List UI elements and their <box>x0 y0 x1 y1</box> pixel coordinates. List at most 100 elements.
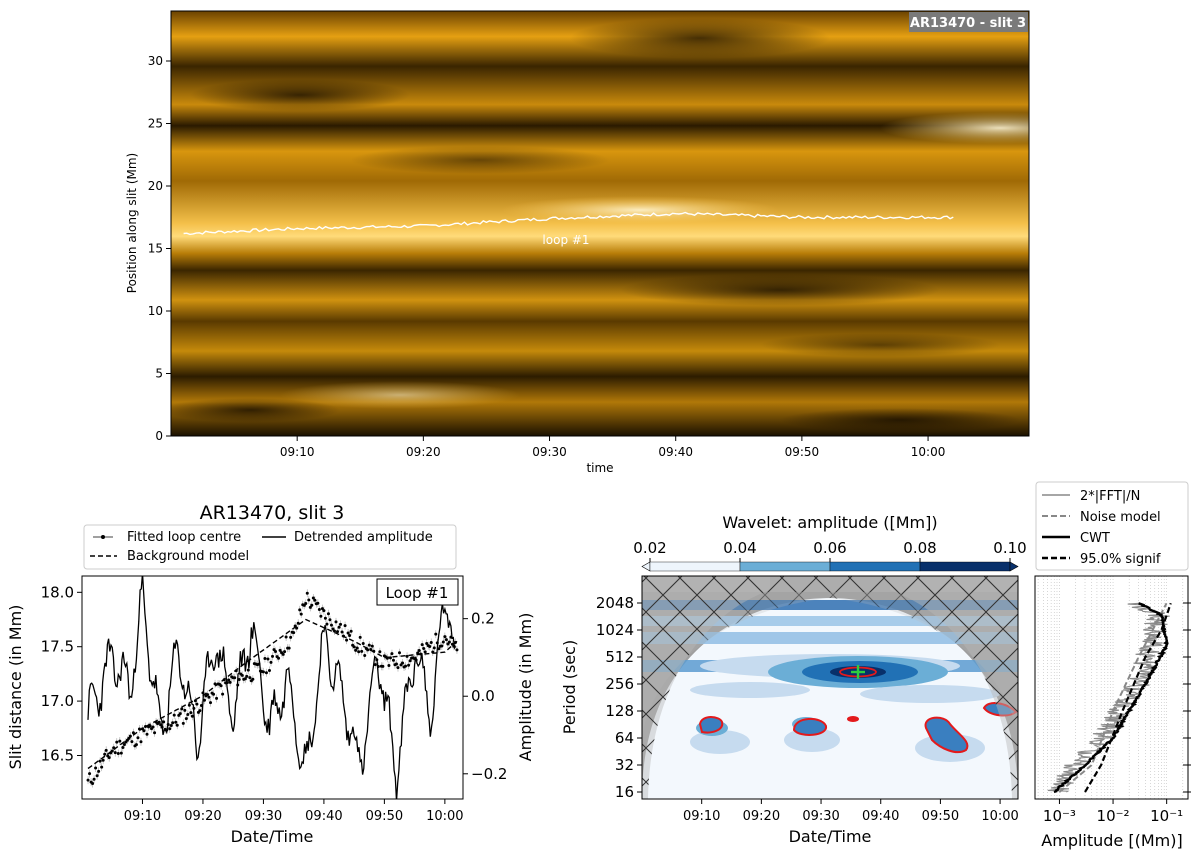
fitted-loop-centre-point <box>88 772 92 776</box>
spectrum-x-tick-label: 10⁻¹ <box>1150 807 1183 825</box>
legend-detrended-amplitude: Detrended amplitude <box>262 530 433 545</box>
global-spectrum-panel: 2*|FFT|/N Noise model CWT 95.0% signif 1… <box>1034 481 1191 850</box>
fitted-loop-centre-point <box>352 645 356 649</box>
fitted-loop-centre-point <box>116 751 120 755</box>
fitted-loop-centre-point <box>131 731 135 735</box>
fitted-loop-centre-point <box>94 766 98 770</box>
wavelet-x-tick-label: 09:10 <box>683 809 720 824</box>
timedistance-y-tick-label: 25 <box>148 117 163 131</box>
spectrum-xlabel: Amplitude [(Mm)] <box>1041 831 1182 850</box>
fitted-loop-centre-point <box>213 682 217 686</box>
fitted-loop-centre-point <box>221 692 225 696</box>
timeseries-x-tick-label: 09:50 <box>366 809 403 824</box>
timedistance-image <box>171 11 1029 436</box>
timeseries-xlabel: Date/Time <box>231 827 314 846</box>
fitted-loop-centre-point <box>264 671 268 675</box>
fitted-loop-centre-point <box>190 714 194 718</box>
fitted-loop-centre-point <box>118 739 122 743</box>
timedistance-y-tick-label: 30 <box>148 54 163 68</box>
fitted-loop-centre-point <box>186 712 190 716</box>
fitted-loop-centre-point <box>151 725 155 729</box>
fitted-loop-centre-point <box>145 732 149 736</box>
fitted-loop-centre-point <box>251 677 255 681</box>
label-box-bg <box>909 12 1028 32</box>
legend-fft: 2*|FFT|/N <box>1042 489 1140 504</box>
fitted-loop-centre-point <box>360 649 364 653</box>
timedistance-panel: loop #1 AR13470 - slit 3 09:10 09:20 09:30… <box>125 10 1030 475</box>
fitted-loop-centre-point <box>299 612 303 616</box>
fitted-loop-centre-point <box>329 623 333 627</box>
timeseries-y-tick-label: 17.5 <box>41 638 74 656</box>
fitted-loop-centre-point <box>180 707 184 711</box>
fitted-loop-centre-point <box>326 612 330 616</box>
fitted-loop-centre-point <box>248 676 252 680</box>
fitted-loop-centre-point <box>184 717 188 721</box>
spectrum-x-ticks: 10⁻³ 10⁻² 10⁻¹ <box>1043 799 1183 825</box>
spectrum-x-tick-label: 10⁻³ <box>1043 807 1076 825</box>
fitted-loop-centre-point <box>142 729 146 733</box>
fft-line <box>1047 602 1170 793</box>
fitted-loop-centre-point <box>287 646 291 650</box>
fitted-loop-centre-point <box>115 740 119 744</box>
colorbar-label: Wavelet: amplitude ([Mm]) <box>722 513 937 532</box>
timeseries-x-tick-label: 09:10 <box>124 809 161 824</box>
fitted-loop-centre-point <box>198 709 202 713</box>
timeseries-y-ticks: 16.5 17.0 17.5 18.0 <box>41 583 82 764</box>
fitted-loop-centre-point <box>228 680 232 684</box>
fitted-loop-centre-point <box>416 651 420 655</box>
timedistance-y-tick-label: 5 <box>155 367 163 381</box>
fitted-loop-centre-point <box>97 769 101 773</box>
spectrum-grid <box>1037 576 1184 799</box>
wavelet-y-tick-label: 64 <box>615 729 634 747</box>
fitted-loop-centre-point <box>195 702 199 706</box>
fitted-loop-centre-point <box>121 746 125 750</box>
wavelet-xlabel: Date/Time <box>789 827 872 846</box>
timedistance-x-tick-label: 10:00 <box>911 445 946 459</box>
fitted-loop-centre-point <box>334 620 338 624</box>
wavelet-x-tick-label: 10:00 <box>981 809 1018 824</box>
fitted-loop-centre-point <box>178 712 182 716</box>
timeseries-x-ticks: 09:10 09:20 09:30 09:40 09:50 10:00 <box>124 799 464 824</box>
fitted-loop-centre-point <box>388 656 392 660</box>
fitted-loop-centre-point <box>168 727 172 731</box>
timeseries-y2-tick-label: 0.0 <box>471 687 495 705</box>
fitted-loop-centre-point <box>366 648 370 652</box>
timedistance-x-tick-label: 09:50 <box>785 445 820 459</box>
timeseries-legend <box>83 524 457 570</box>
colorbar-tick-label: 0.06 <box>813 539 846 557</box>
fitted-loop-centre-point <box>103 752 107 756</box>
fitted-loop-centre-point <box>159 723 163 727</box>
fitted-loop-centre-point <box>263 656 267 660</box>
legend-noise-model: Noise model <box>1042 510 1161 525</box>
fitted-loop-centre-point <box>387 664 391 668</box>
timeseries-x-tick-label: 10:00 <box>426 809 463 824</box>
fitted-loop-centre-point <box>175 723 179 727</box>
cwt-line <box>1053 602 1169 794</box>
fitted-loop-centre-point <box>187 703 191 707</box>
wavelet-y-tick-label: 1024 <box>596 621 634 639</box>
svg-text:Fitted loop centre: Fitted loop centre <box>127 530 241 545</box>
fitted-loop-centre-point <box>434 632 438 636</box>
svg-text:CWT: CWT <box>1080 531 1110 546</box>
fitted-loop-centre-point <box>408 659 412 663</box>
fitted-loop-centre-point <box>346 631 350 635</box>
svg-text:95.0% signif: 95.0% signif <box>1080 552 1161 567</box>
fitted-loop-centre-point <box>340 630 344 634</box>
fitted-loop-centre-point <box>134 743 138 747</box>
spectrum-legend <box>1035 481 1189 571</box>
fitted-loop-centre-point <box>183 708 187 712</box>
fitted-loop-centre-point <box>420 643 424 647</box>
fitted-loop-centre-point <box>113 751 117 755</box>
fitted-loop-centre-point <box>305 591 309 595</box>
fitted-loop-centre-point <box>367 643 371 647</box>
detrended-amplitude-line <box>87 576 457 799</box>
timedistance-y-tick-label: 0 <box>155 429 163 443</box>
wavelet-y-tick-label: 32 <box>615 756 634 774</box>
fitted-loop-centre-point <box>325 622 329 626</box>
fitted-loop-centre-point <box>205 693 209 697</box>
wavelet-panel: Wavelet: amplitude ([Mm]) 0.02 0.04 0.06 0.… <box>560 513 1027 846</box>
fitted-loop-centre-point <box>404 664 408 668</box>
fitted-loop-centre-point <box>308 605 312 609</box>
fitted-loop-centre-point <box>319 614 323 618</box>
timeseries-x-tick-label: 09:20 <box>184 809 221 824</box>
